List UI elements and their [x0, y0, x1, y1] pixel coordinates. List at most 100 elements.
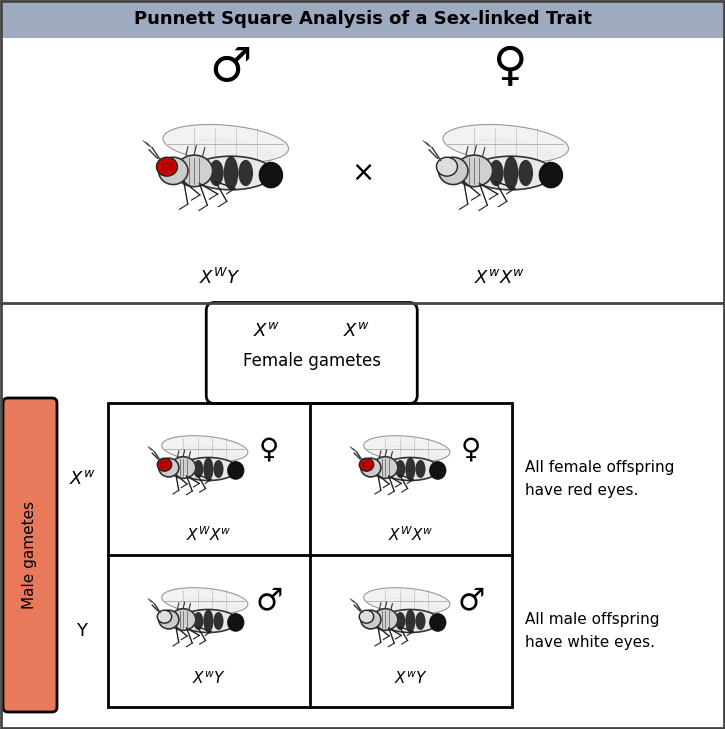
Ellipse shape [364, 588, 450, 614]
Text: ×: × [351, 159, 374, 187]
Text: Y: Y [77, 622, 88, 640]
Ellipse shape [162, 436, 248, 462]
Circle shape [362, 465, 365, 467]
Ellipse shape [180, 598, 237, 615]
Ellipse shape [159, 459, 179, 477]
Circle shape [163, 461, 165, 463]
Text: All male offspring
have white eyes.: All male offspring have white eyes. [525, 612, 660, 650]
Ellipse shape [415, 460, 426, 478]
Circle shape [163, 465, 165, 467]
Ellipse shape [157, 459, 172, 471]
Circle shape [161, 163, 165, 166]
Text: All female offspring
have red eyes.: All female offspring have red eyes. [525, 461, 674, 498]
Circle shape [166, 465, 168, 467]
Ellipse shape [360, 610, 373, 623]
Text: $X^WX^w$: $X^WX^w$ [186, 526, 232, 545]
Circle shape [170, 167, 173, 171]
Text: $X^wX^w$: $X^wX^w$ [474, 269, 526, 287]
Ellipse shape [361, 610, 381, 629]
FancyBboxPatch shape [3, 398, 57, 712]
Ellipse shape [430, 461, 446, 479]
Ellipse shape [180, 446, 237, 464]
Text: $X^w$: $X^w$ [69, 470, 96, 488]
Ellipse shape [189, 139, 273, 165]
Ellipse shape [228, 461, 244, 479]
Circle shape [165, 161, 168, 164]
Ellipse shape [213, 460, 223, 478]
Bar [0, 0, 725, 38]
Ellipse shape [395, 612, 405, 630]
Text: $X^WY$: $X^WY$ [199, 268, 241, 288]
Ellipse shape [518, 160, 533, 186]
Circle shape [160, 465, 162, 467]
Ellipse shape [373, 609, 398, 631]
Ellipse shape [203, 609, 213, 633]
Bar [108, 403, 512, 707]
Text: Female gametes: Female gametes [243, 352, 381, 370]
Ellipse shape [157, 157, 178, 176]
Text: $X^WX^w$: $X^WX^w$ [388, 526, 434, 545]
Ellipse shape [159, 610, 179, 629]
Text: ♀: ♀ [461, 435, 481, 463]
Ellipse shape [170, 609, 196, 631]
Ellipse shape [239, 160, 253, 186]
Ellipse shape [163, 125, 289, 163]
Ellipse shape [194, 460, 203, 478]
Text: $X^wY$: $X^wY$ [192, 671, 226, 687]
Circle shape [160, 462, 162, 464]
Ellipse shape [405, 609, 415, 633]
Ellipse shape [382, 446, 439, 464]
Ellipse shape [539, 163, 563, 187]
Ellipse shape [405, 458, 415, 480]
Ellipse shape [228, 614, 244, 631]
Circle shape [365, 461, 368, 463]
Ellipse shape [170, 457, 196, 478]
Ellipse shape [439, 157, 468, 184]
Ellipse shape [223, 156, 239, 190]
Text: ♂: ♂ [255, 587, 283, 615]
Ellipse shape [373, 457, 398, 478]
Ellipse shape [382, 598, 439, 615]
Ellipse shape [436, 157, 457, 176]
Ellipse shape [162, 588, 248, 614]
Text: Punnett Square Analysis of a Sex-linked Trait: Punnett Square Analysis of a Sex-linked … [133, 10, 592, 28]
Ellipse shape [360, 459, 373, 471]
Ellipse shape [456, 155, 492, 187]
Ellipse shape [415, 612, 426, 630]
Circle shape [365, 465, 368, 467]
Ellipse shape [194, 612, 203, 630]
Text: ♀: ♀ [259, 435, 279, 463]
Ellipse shape [180, 458, 237, 480]
Ellipse shape [213, 612, 223, 630]
Ellipse shape [381, 458, 439, 480]
Text: ♀: ♀ [493, 45, 527, 90]
Circle shape [170, 163, 173, 166]
Ellipse shape [203, 458, 213, 480]
Circle shape [161, 167, 165, 171]
Ellipse shape [469, 156, 553, 190]
Circle shape [362, 462, 365, 464]
Ellipse shape [504, 156, 518, 190]
Ellipse shape [443, 125, 568, 163]
Circle shape [166, 462, 168, 464]
Ellipse shape [180, 609, 237, 633]
Text: $X^w$: $X^w$ [254, 322, 280, 340]
Ellipse shape [469, 139, 552, 165]
Text: $X^wY$: $X^wY$ [394, 671, 428, 687]
Circle shape [368, 465, 370, 467]
Ellipse shape [361, 459, 381, 477]
Ellipse shape [209, 160, 223, 186]
FancyBboxPatch shape [206, 303, 418, 403]
Ellipse shape [395, 460, 405, 478]
Circle shape [165, 167, 168, 171]
Ellipse shape [189, 156, 273, 190]
Text: ♂: ♂ [209, 45, 251, 90]
Ellipse shape [430, 614, 446, 631]
Ellipse shape [364, 436, 450, 462]
Ellipse shape [489, 160, 504, 186]
Text: $X^w$: $X^w$ [344, 322, 370, 340]
Text: ♂: ♂ [457, 587, 485, 615]
Ellipse shape [159, 157, 188, 184]
Circle shape [368, 462, 370, 464]
Ellipse shape [260, 163, 283, 187]
